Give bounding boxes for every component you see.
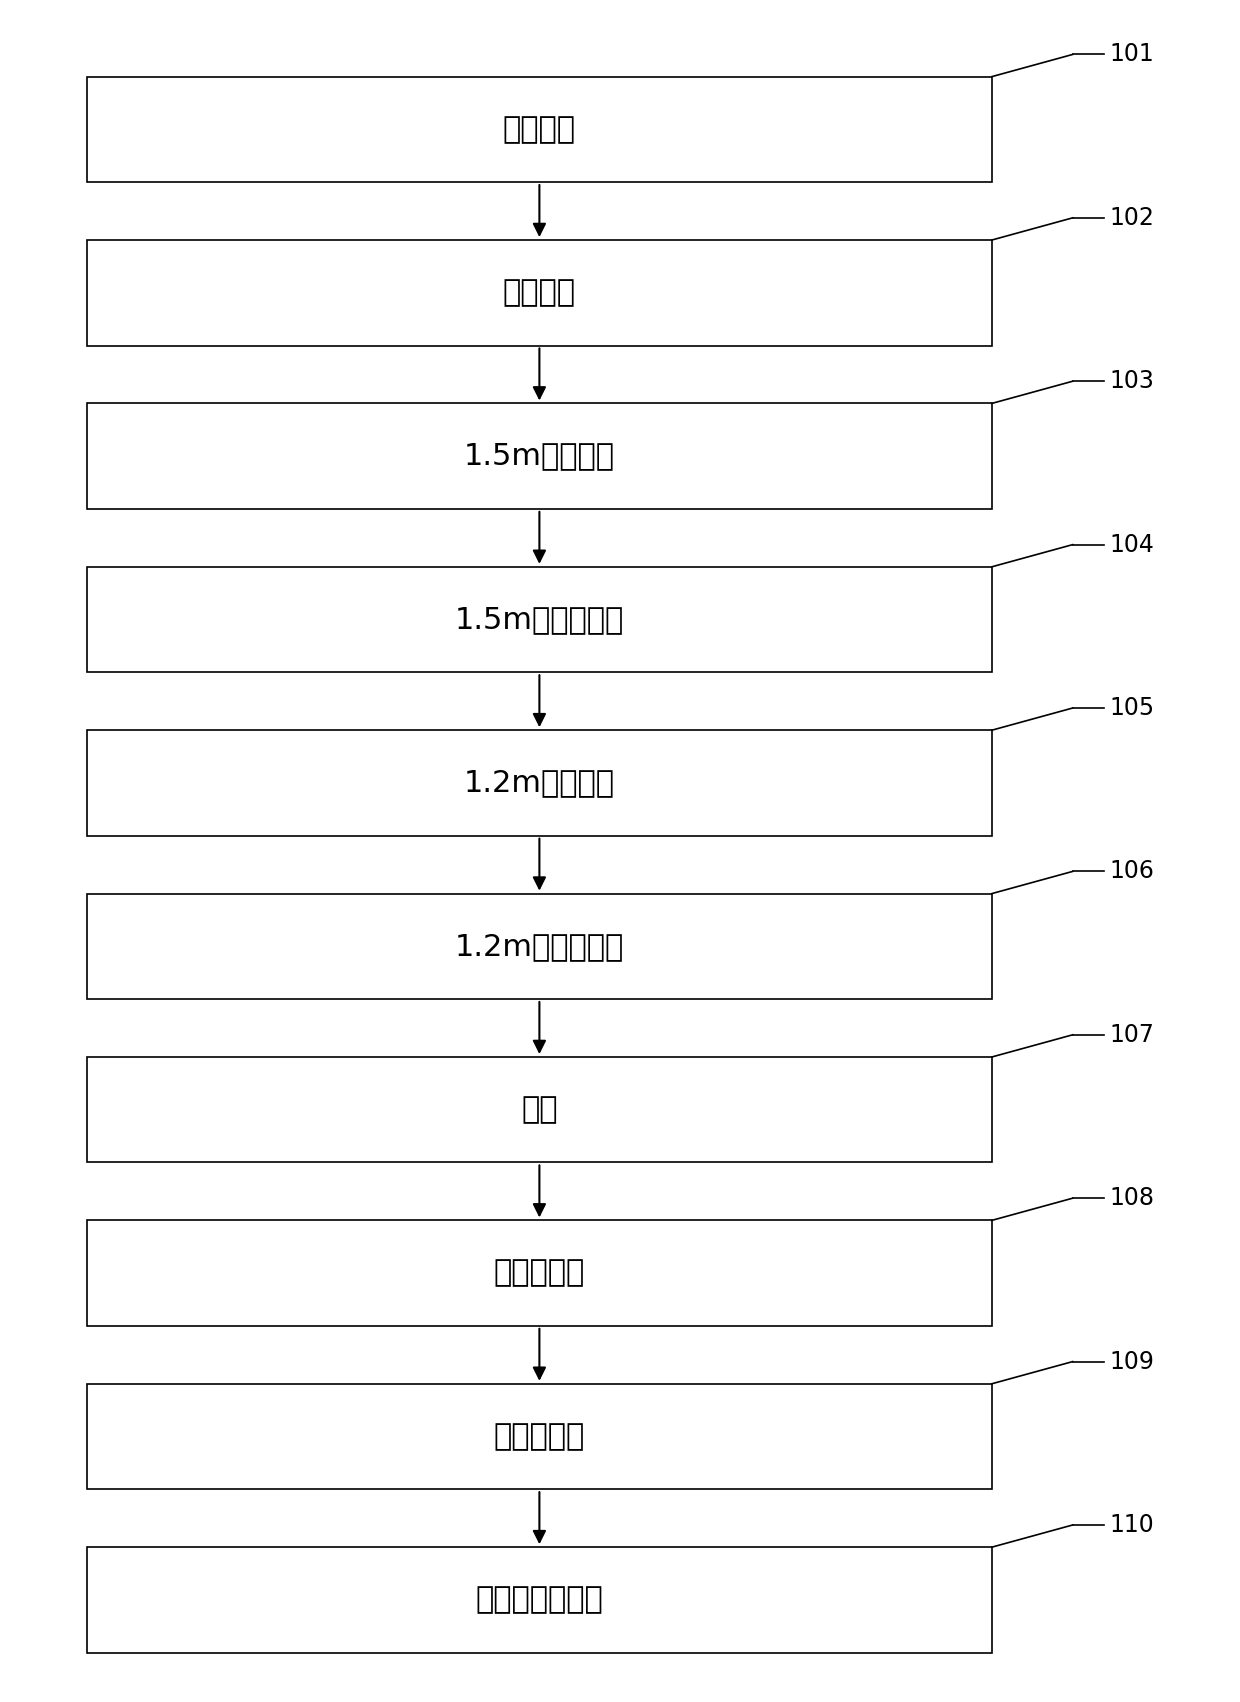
Text: 101: 101 [1110, 43, 1154, 66]
Bar [87, 894, 992, 999]
Text: 钻机就位: 钻机就位 [503, 277, 575, 308]
Text: 107: 107 [1110, 1023, 1154, 1047]
Text: 测量放线: 测量放线 [503, 114, 575, 145]
Text: 109: 109 [1110, 1350, 1154, 1374]
Text: 钢筋笼安装: 钢筋笼安装 [494, 1258, 585, 1288]
Text: 1.5m桩孔钻进: 1.5m桩孔钻进 [464, 441, 615, 471]
Bar [87, 730, 992, 836]
Text: 105: 105 [1110, 696, 1154, 720]
Bar [87, 1220, 992, 1326]
Bar [87, 240, 992, 346]
Text: 110: 110 [1110, 1513, 1154, 1537]
Bar [87, 1057, 992, 1162]
Bar [87, 77, 992, 182]
Text: 108: 108 [1110, 1186, 1154, 1210]
Bar [87, 1547, 992, 1653]
Text: 1.2m钢护筒安装: 1.2m钢护筒安装 [455, 931, 624, 962]
Text: 1.2m桩孔钻进: 1.2m桩孔钻进 [464, 768, 615, 798]
Bar [87, 1384, 992, 1489]
Text: 清孔: 清孔 [521, 1094, 558, 1125]
Text: 混凝土灌注: 混凝土灌注 [494, 1421, 585, 1452]
Text: 102: 102 [1110, 206, 1154, 230]
Text: 104: 104 [1110, 533, 1154, 557]
Bar [87, 567, 992, 672]
Text: 1.5m钢护筒安装: 1.5m钢护筒安装 [455, 604, 624, 635]
Bar [87, 403, 992, 509]
Text: 桩体抗拔力检测: 桩体抗拔力检测 [475, 1585, 604, 1615]
Text: 103: 103 [1110, 369, 1154, 393]
Text: 106: 106 [1110, 860, 1154, 883]
